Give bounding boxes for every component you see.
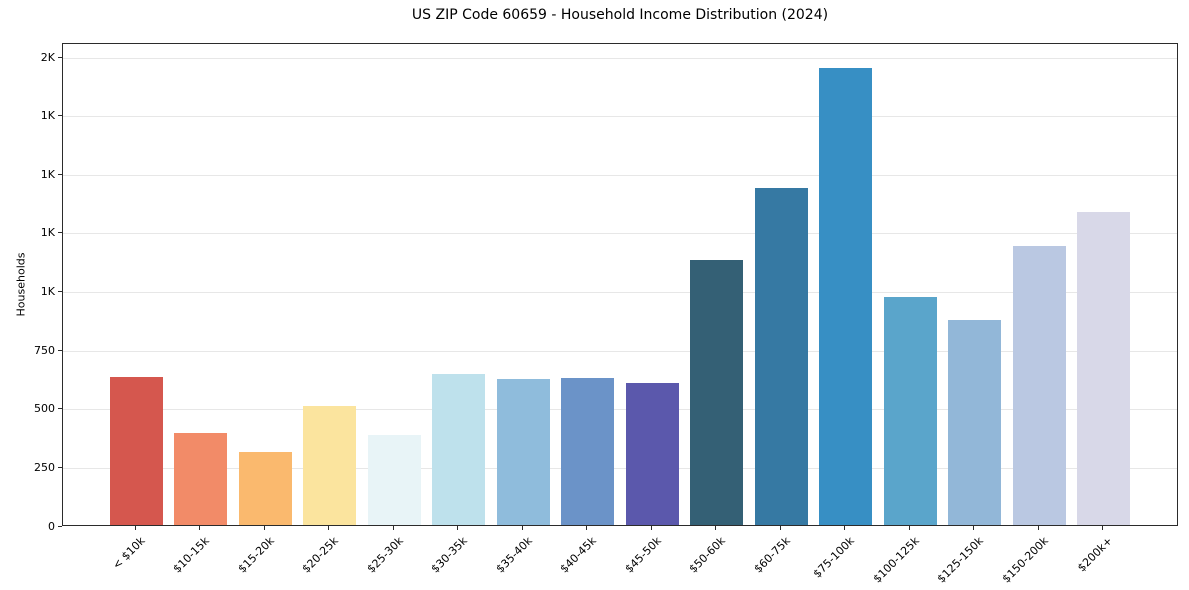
y-gridline <box>63 233 1177 235</box>
x-tick-label: $15-20k <box>235 534 277 576</box>
x-tick-label: $40-45k <box>557 534 600 576</box>
x-tick-mark <box>715 526 717 530</box>
bar-$100-125k <box>883 297 937 525</box>
x-tick-label: $125-150k <box>935 534 987 586</box>
x-tick-mark <box>457 526 459 530</box>
y-tick-mark <box>58 349 62 351</box>
bar-$30-35k <box>432 373 486 525</box>
x-tick-label: $10-15k <box>170 534 213 576</box>
y-tick-mark <box>58 232 62 234</box>
bar-$125-150k <box>948 319 1002 525</box>
y-tick-label: 2K <box>40 50 55 64</box>
y-tick-mark <box>58 408 62 410</box>
x-tick-label: $200k+ <box>1075 534 1116 575</box>
y-tick-mark <box>58 115 62 117</box>
y-gridline <box>63 350 1177 352</box>
x-tick-mark <box>1102 526 1104 530</box>
x-tick-mark <box>973 526 975 530</box>
x-tick-mark <box>908 526 910 530</box>
bar-$15-20k <box>238 451 292 525</box>
x-tick-mark <box>199 526 201 530</box>
y-tick-mark <box>58 466 62 468</box>
bar-$50-60k <box>690 259 744 525</box>
y-tick-label: 1K <box>40 109 55 123</box>
bar-$10-15k <box>174 433 228 525</box>
x-tick-label: $150-200k <box>999 534 1051 586</box>
bar-$35-40k <box>496 379 550 525</box>
bar-< $10k <box>109 376 163 525</box>
bar-$60-75k <box>754 188 808 525</box>
y-tick-mark <box>58 56 62 58</box>
x-tick-mark <box>392 526 394 530</box>
x-tick-label: < $10k <box>110 534 148 572</box>
x-tick-label: $50-60k <box>686 534 729 576</box>
y-tick-label: 250 <box>34 460 55 474</box>
x-tick-label: $35-40k <box>493 534 535 576</box>
y-tick-mark <box>58 291 62 293</box>
y-tick-label: 1K <box>40 167 55 181</box>
x-tick-label: $100-125k <box>870 534 922 586</box>
bar-$20-25k <box>303 406 357 525</box>
y-gridline <box>63 116 1177 118</box>
x-tick-label: $60-75k <box>751 534 793 576</box>
bar-$25-30k <box>367 435 421 525</box>
x-tick-mark <box>586 526 588 530</box>
y-gridline <box>63 292 1177 294</box>
chart-title: US ZIP Code 60659 - Household Income Dis… <box>411 7 829 23</box>
bar-$200k+ <box>1077 211 1131 525</box>
x-tick-mark <box>1037 526 1039 530</box>
x-tick-label: $45-50k <box>622 534 664 576</box>
y-gridline <box>63 467 1177 469</box>
y-gridline <box>63 409 1177 411</box>
plot-area <box>62 43 1178 526</box>
y-tick-label: 0 <box>48 519 55 533</box>
y-tick-label: 1K <box>40 285 55 299</box>
x-tick-label: $30-35k <box>428 534 471 576</box>
x-tick-mark <box>521 526 523 530</box>
bar-$75-100k <box>819 67 873 525</box>
bar-$150-200k <box>1012 245 1066 525</box>
x-tick-mark <box>263 526 265 530</box>
x-tick-mark <box>650 526 652 530</box>
x-tick-label: $20-25k <box>299 534 342 576</box>
y-tick-mark <box>58 525 62 527</box>
y-gridline <box>63 57 1177 59</box>
y-tick-mark <box>58 173 62 175</box>
y-tick-label: 500 <box>34 402 55 416</box>
bar-$45-50k <box>625 382 679 525</box>
x-tick-mark <box>844 526 846 530</box>
x-tick-label: $75-100k <box>811 534 858 581</box>
y-gridline <box>63 174 1177 176</box>
bar-$40-45k <box>561 377 615 525</box>
x-tick-label: $25-30k <box>364 534 406 576</box>
y-tick-label: 1K <box>40 226 55 240</box>
x-tick-mark <box>328 526 330 530</box>
y-tick-label: 750 <box>34 343 55 357</box>
y-axis-label: Households <box>14 252 28 317</box>
x-tick-mark <box>779 526 781 530</box>
x-tick-mark <box>134 526 136 530</box>
